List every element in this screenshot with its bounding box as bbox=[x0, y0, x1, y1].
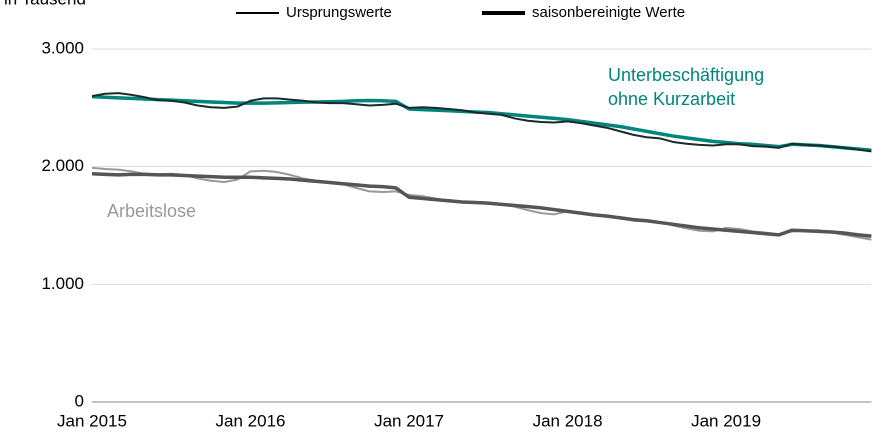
y-tick-label: 0 bbox=[75, 391, 84, 410]
legend-label: Ursprungswerte bbox=[286, 4, 392, 21]
x-tick-label: Jan 2017 bbox=[374, 411, 444, 430]
series-line bbox=[91, 92, 872, 153]
y-tick-label: 3.000 bbox=[41, 38, 84, 57]
series-line bbox=[91, 94, 872, 152]
x-tick-label: Jan 2016 bbox=[216, 411, 286, 430]
legend-label: saisonbereinigte Werte bbox=[532, 4, 685, 21]
x-tick-label: Jan 2019 bbox=[691, 411, 761, 430]
series-line bbox=[91, 171, 872, 238]
x-tick-label: Jan 2015 bbox=[57, 411, 127, 430]
annotation: ohne Kurzarbeit bbox=[608, 89, 735, 109]
unit-label: in Tausend bbox=[4, 0, 86, 8]
y-tick-label: 2.000 bbox=[41, 156, 84, 175]
annotation: Arbeitslose bbox=[107, 201, 196, 221]
x-tick-label: Jan 2018 bbox=[533, 411, 603, 430]
y-tick-label: 1.000 bbox=[41, 274, 84, 293]
annotation: Unterbeschäftigung bbox=[608, 65, 764, 85]
